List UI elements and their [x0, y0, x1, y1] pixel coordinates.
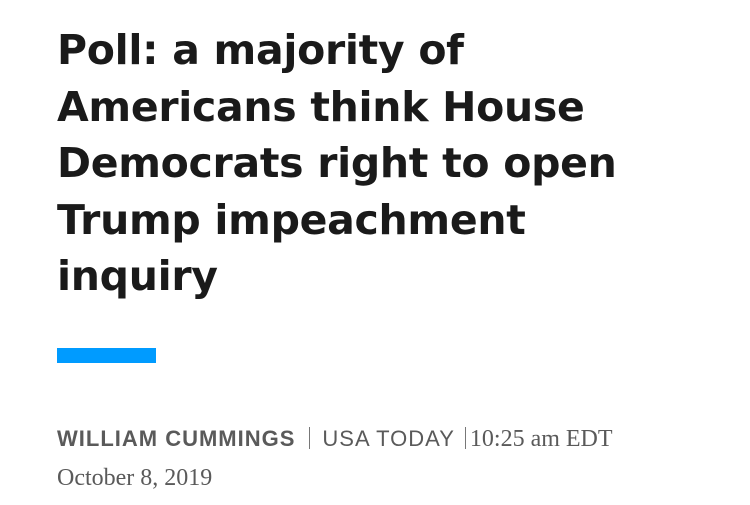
- accent-bar: [57, 348, 156, 363]
- byline: WILLIAM CUMMINGS USA TODAY 10:25 am EDT Oc…: [57, 420, 667, 499]
- timestamp: 10:25 am EDT October 8, 2019: [57, 426, 613, 491]
- headline-line: Americans think House: [57, 82, 585, 131]
- headline-line: Trump impeachment: [57, 195, 526, 244]
- headline-line: Democrats right to open: [57, 139, 617, 187]
- publication: USA TODAY: [322, 426, 455, 451]
- headline: Poll: a majority of Americans think Hous…: [57, 22, 617, 305]
- headline-line: Poll: a majority of: [57, 26, 464, 74]
- author[interactable]: WILLIAM CUMMINGS: [57, 426, 296, 451]
- separator: [309, 427, 311, 449]
- headline-line: inquiry: [57, 252, 218, 300]
- separator: [464, 427, 466, 449]
